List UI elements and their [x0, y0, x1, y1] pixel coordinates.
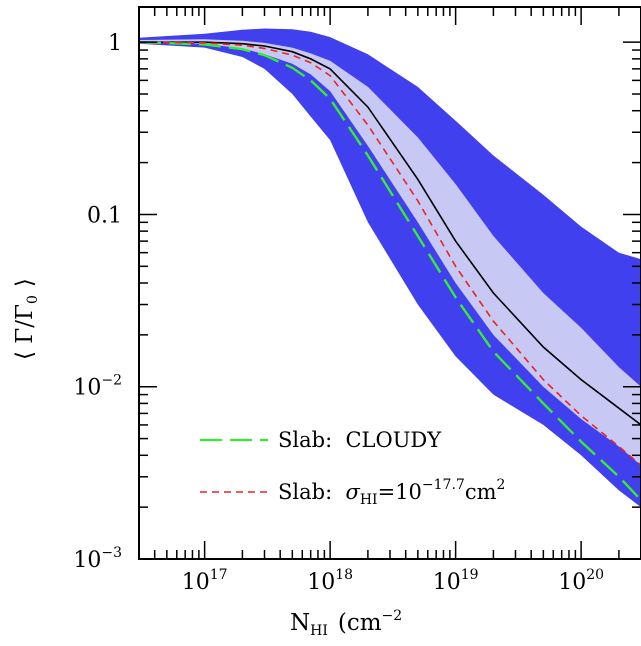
series-lines — [139, 41, 641, 501]
legend-label-cloudy: Slab: CLOUDY — [278, 428, 442, 452]
band-outer — [139, 28, 641, 508]
tick-labels: 1017 1018 1019 1020 1 0.1 10−2 10−3 — [73, 31, 604, 595]
x-tick-label: 1018 — [307, 567, 353, 595]
x-axis-title: NHI (cm−2 — [290, 608, 402, 639]
cloudy-line — [139, 41, 641, 501]
axis-ticks — [138, 7, 641, 560]
x-tick-label: 1020 — [558, 567, 604, 595]
y-tick-label: 10−3 — [73, 545, 122, 573]
y-tick-label: 10−2 — [73, 373, 122, 401]
legend: Slab: CLOUDY Slab: σHI=10−17.7cm2 — [200, 428, 505, 508]
y-tick-label: 1 — [108, 31, 122, 56]
model-line — [139, 41, 641, 426]
confidence-bands — [139, 28, 641, 508]
x-tick-label: 1017 — [182, 567, 228, 595]
band-inner — [139, 39, 641, 466]
sigma-line — [139, 41, 641, 466]
y-tick-label: 0.1 — [87, 203, 122, 228]
legend-label-sigma: Slab: σHI=10−17.7cm2 — [278, 477, 505, 508]
y-axis-title: ⟨ Γ/Γ0⟩ — [12, 278, 41, 360]
x-tick-label: 1019 — [433, 567, 479, 595]
